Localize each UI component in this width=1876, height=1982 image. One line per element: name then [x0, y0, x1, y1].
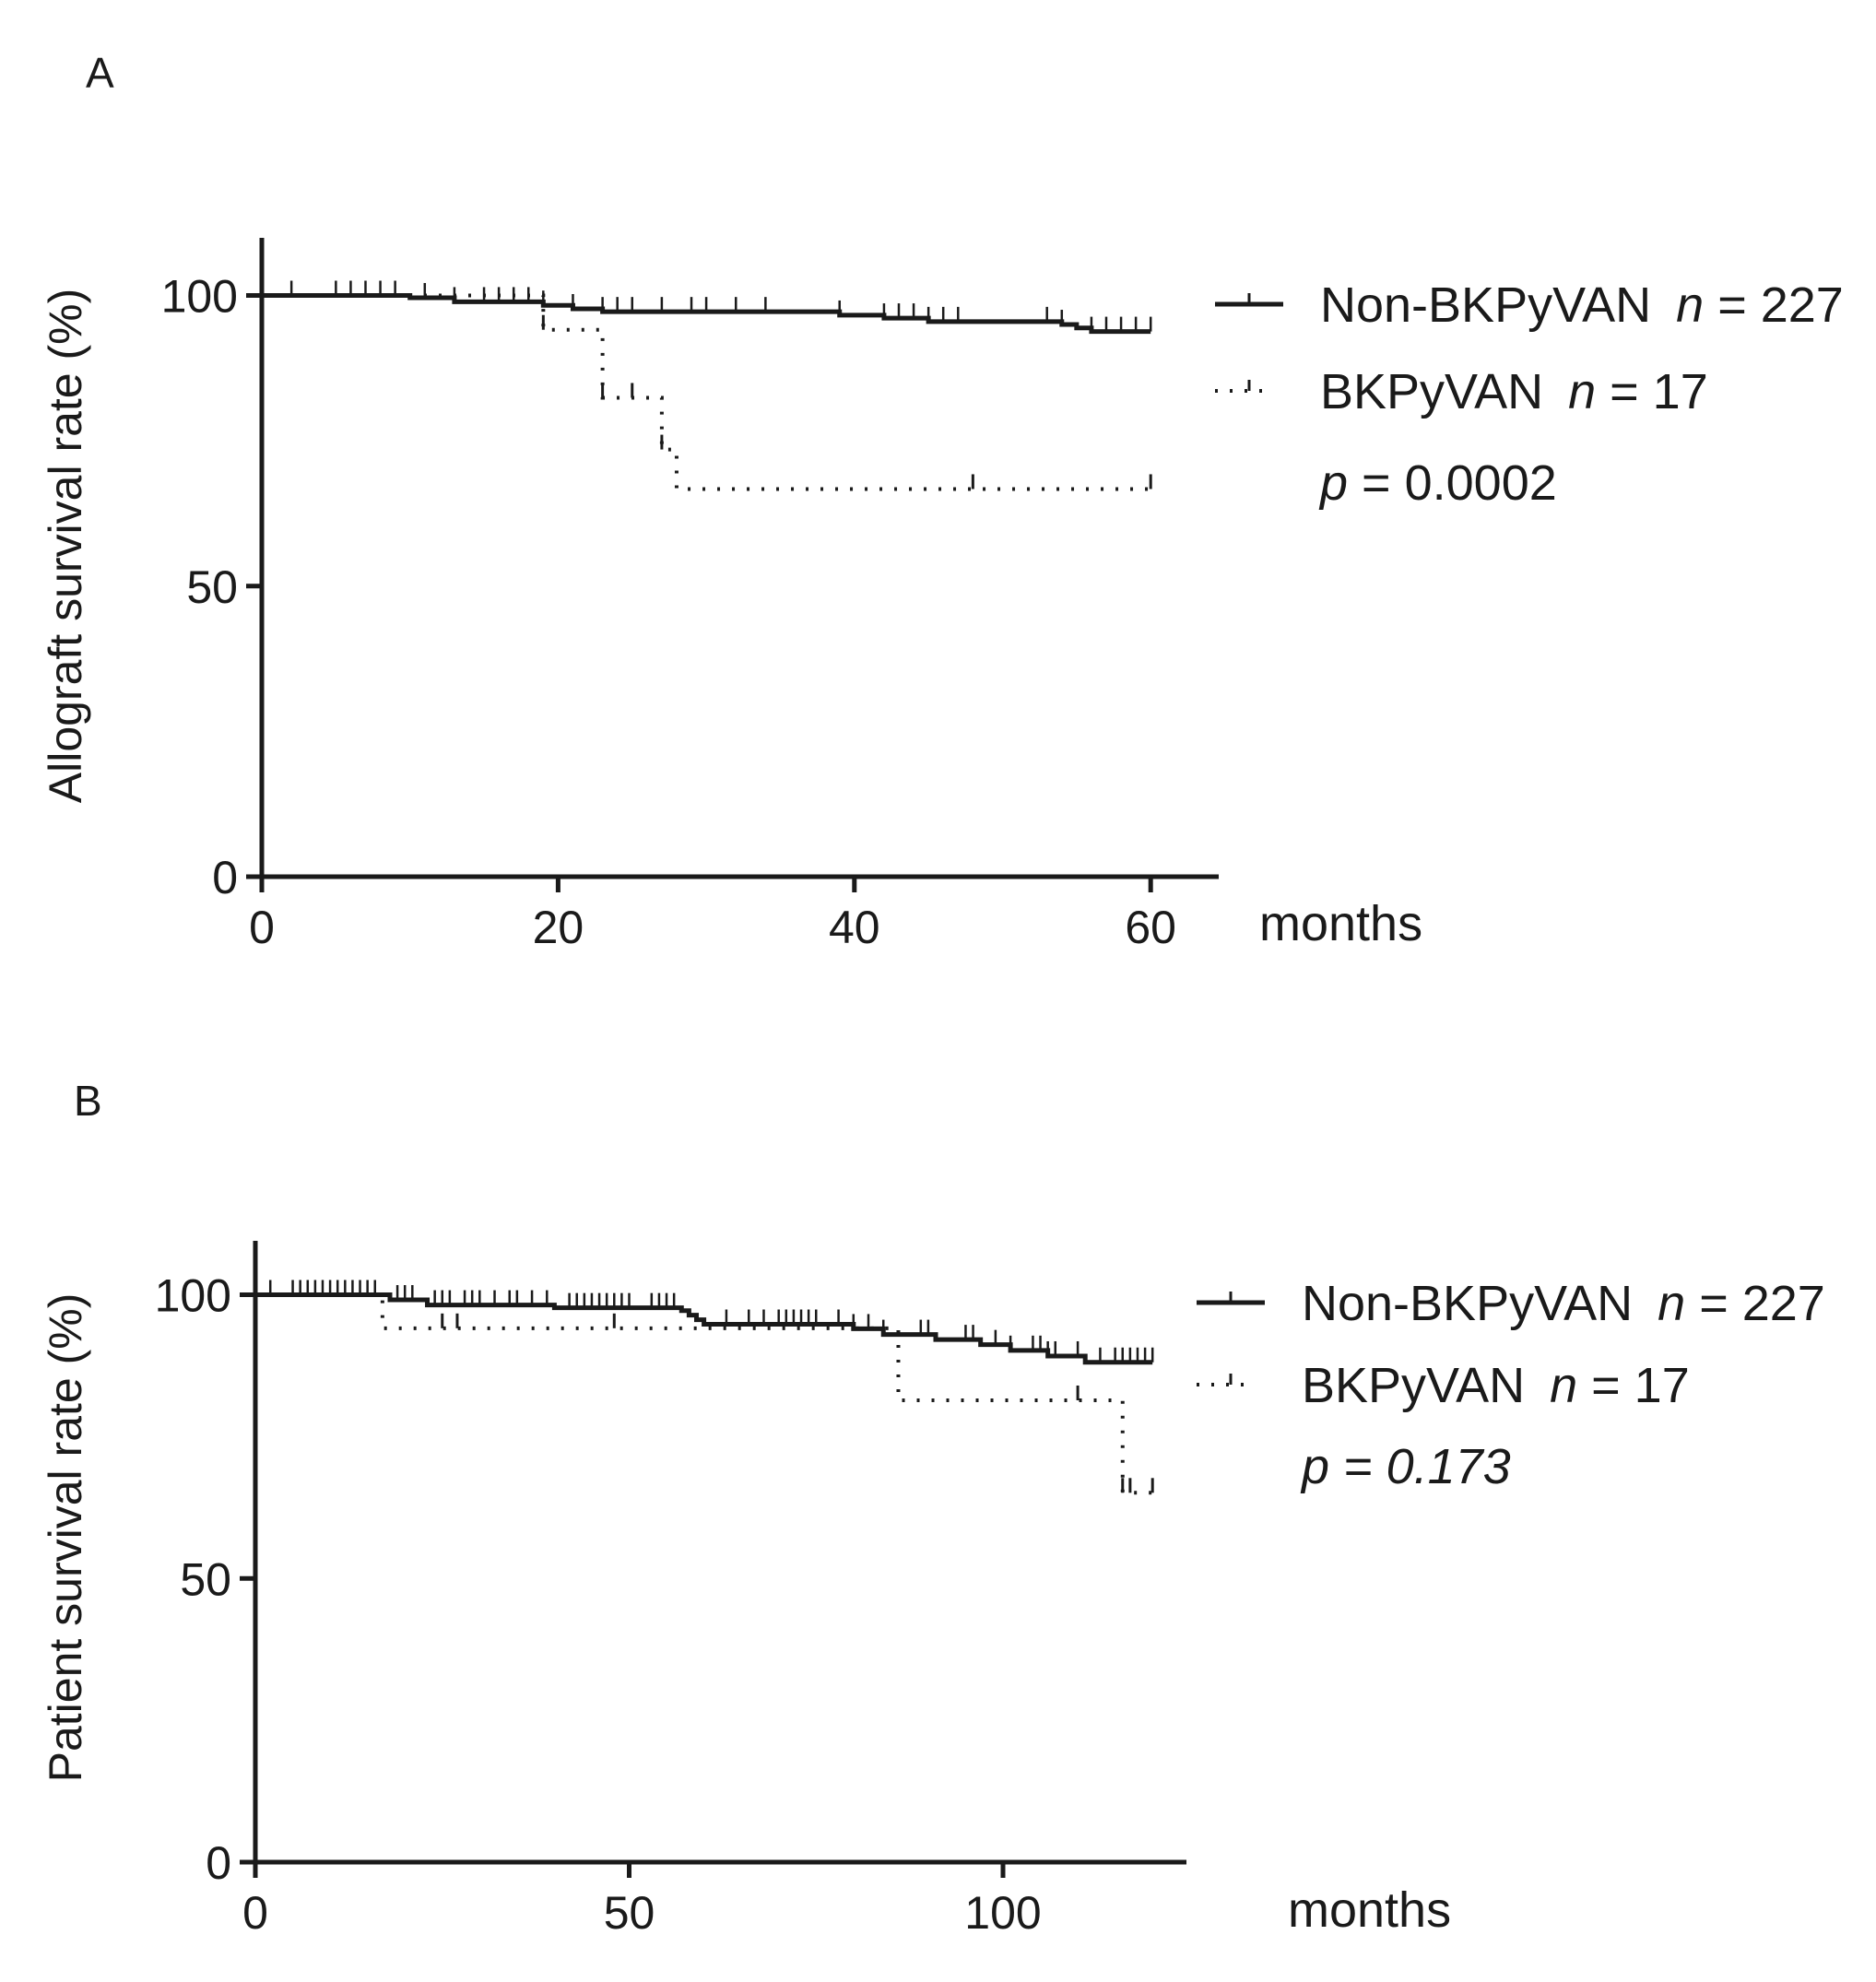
panel-a-legend-bkpyvan-n: n = 17 [1568, 364, 1708, 419]
panel-b-legend: Non-BKPyVAN n = 227 BKPyVAN n = 17 p = 0… [1197, 1276, 1825, 1494]
panel-a-x-tick-label: 40 [829, 902, 880, 953]
panel-a-x-tick-label: 0 [249, 902, 275, 953]
panel-a-legend-non-bkpyvan-n: n = 227 [1676, 277, 1844, 333]
panel-b-label: B [74, 1077, 102, 1125]
panel-b-x-unit: months [1288, 1882, 1451, 1938]
panel-b-legend-non-bkpyvan-n: n = 227 [1658, 1276, 1825, 1331]
panel-a-y-tick-label: 50 [186, 561, 238, 613]
panel-a-y-axis-label: Allograft survival rate (%) [40, 289, 91, 804]
panel-a-x-tick-label: 60 [1125, 902, 1176, 953]
panel-a-legend: Non-BKPyVAN n = 227 BKPyVAN n = 17 p = 0… [1215, 277, 1844, 511]
panel-a-p-value: p = 0.0002 [1318, 455, 1557, 511]
panel-b-curve-non-bkpyvan [255, 1292, 1153, 1365]
panel-a-label: A [86, 49, 114, 97]
panel-b-y-axis-label: Patient survival rate (%) [40, 1293, 91, 1783]
panel-a-y-tick-label: 0 [212, 852, 238, 903]
panel-b-series [255, 1280, 1154, 1495]
panel-a-legend-bkpyvan: BKPyVAN n = 17 [1320, 364, 1708, 419]
panel-b-y-tick-label: 50 [180, 1553, 231, 1605]
panel-b-ticks: 0 50 100 0 50 100 [155, 1270, 1042, 1940]
panel-b-legend-bkpyvan: BKPyVAN n = 17 [1302, 1358, 1690, 1413]
panel-b-p-value: p = 0.173 [1300, 1439, 1511, 1494]
panel-a-legend-non-bkpyvan: Non-BKPyVAN n = 227 [1320, 277, 1844, 333]
panel-a-curve-bkpyvan [262, 293, 1151, 491]
panel-a: A 0 20 40 60 0 50 100 Allograft survival rate … [40, 49, 1844, 953]
panel-a-y-tick-label: 100 [161, 271, 238, 323]
panel-a-x-unit: months [1259, 896, 1422, 951]
panel-b-legend-bkpyvan-n: n = 17 [1550, 1358, 1690, 1413]
panel-b-legend-non-bkpyvan: Non-BKPyVAN n = 227 [1302, 1276, 1825, 1331]
panel-b-x-tick-label: 100 [964, 1887, 1041, 1939]
panel-a-series [262, 280, 1152, 491]
panel-b-y-tick-label: 0 [206, 1837, 231, 1889]
panel-a-x-tick-label: 20 [533, 902, 584, 953]
panel-b-x-tick-label: 50 [604, 1887, 655, 1939]
panel-b: B 0 50 100 0 50 100 Patient survival rate (%)… [40, 1077, 1825, 1939]
panel-b-y-tick-label: 100 [155, 1270, 231, 1322]
panel-a-ticks: 0 20 40 60 0 50 100 [161, 271, 1176, 954]
panel-b-x-tick-label: 0 [242, 1887, 268, 1939]
panel-b-curve-bkpyvan [255, 1292, 1153, 1495]
